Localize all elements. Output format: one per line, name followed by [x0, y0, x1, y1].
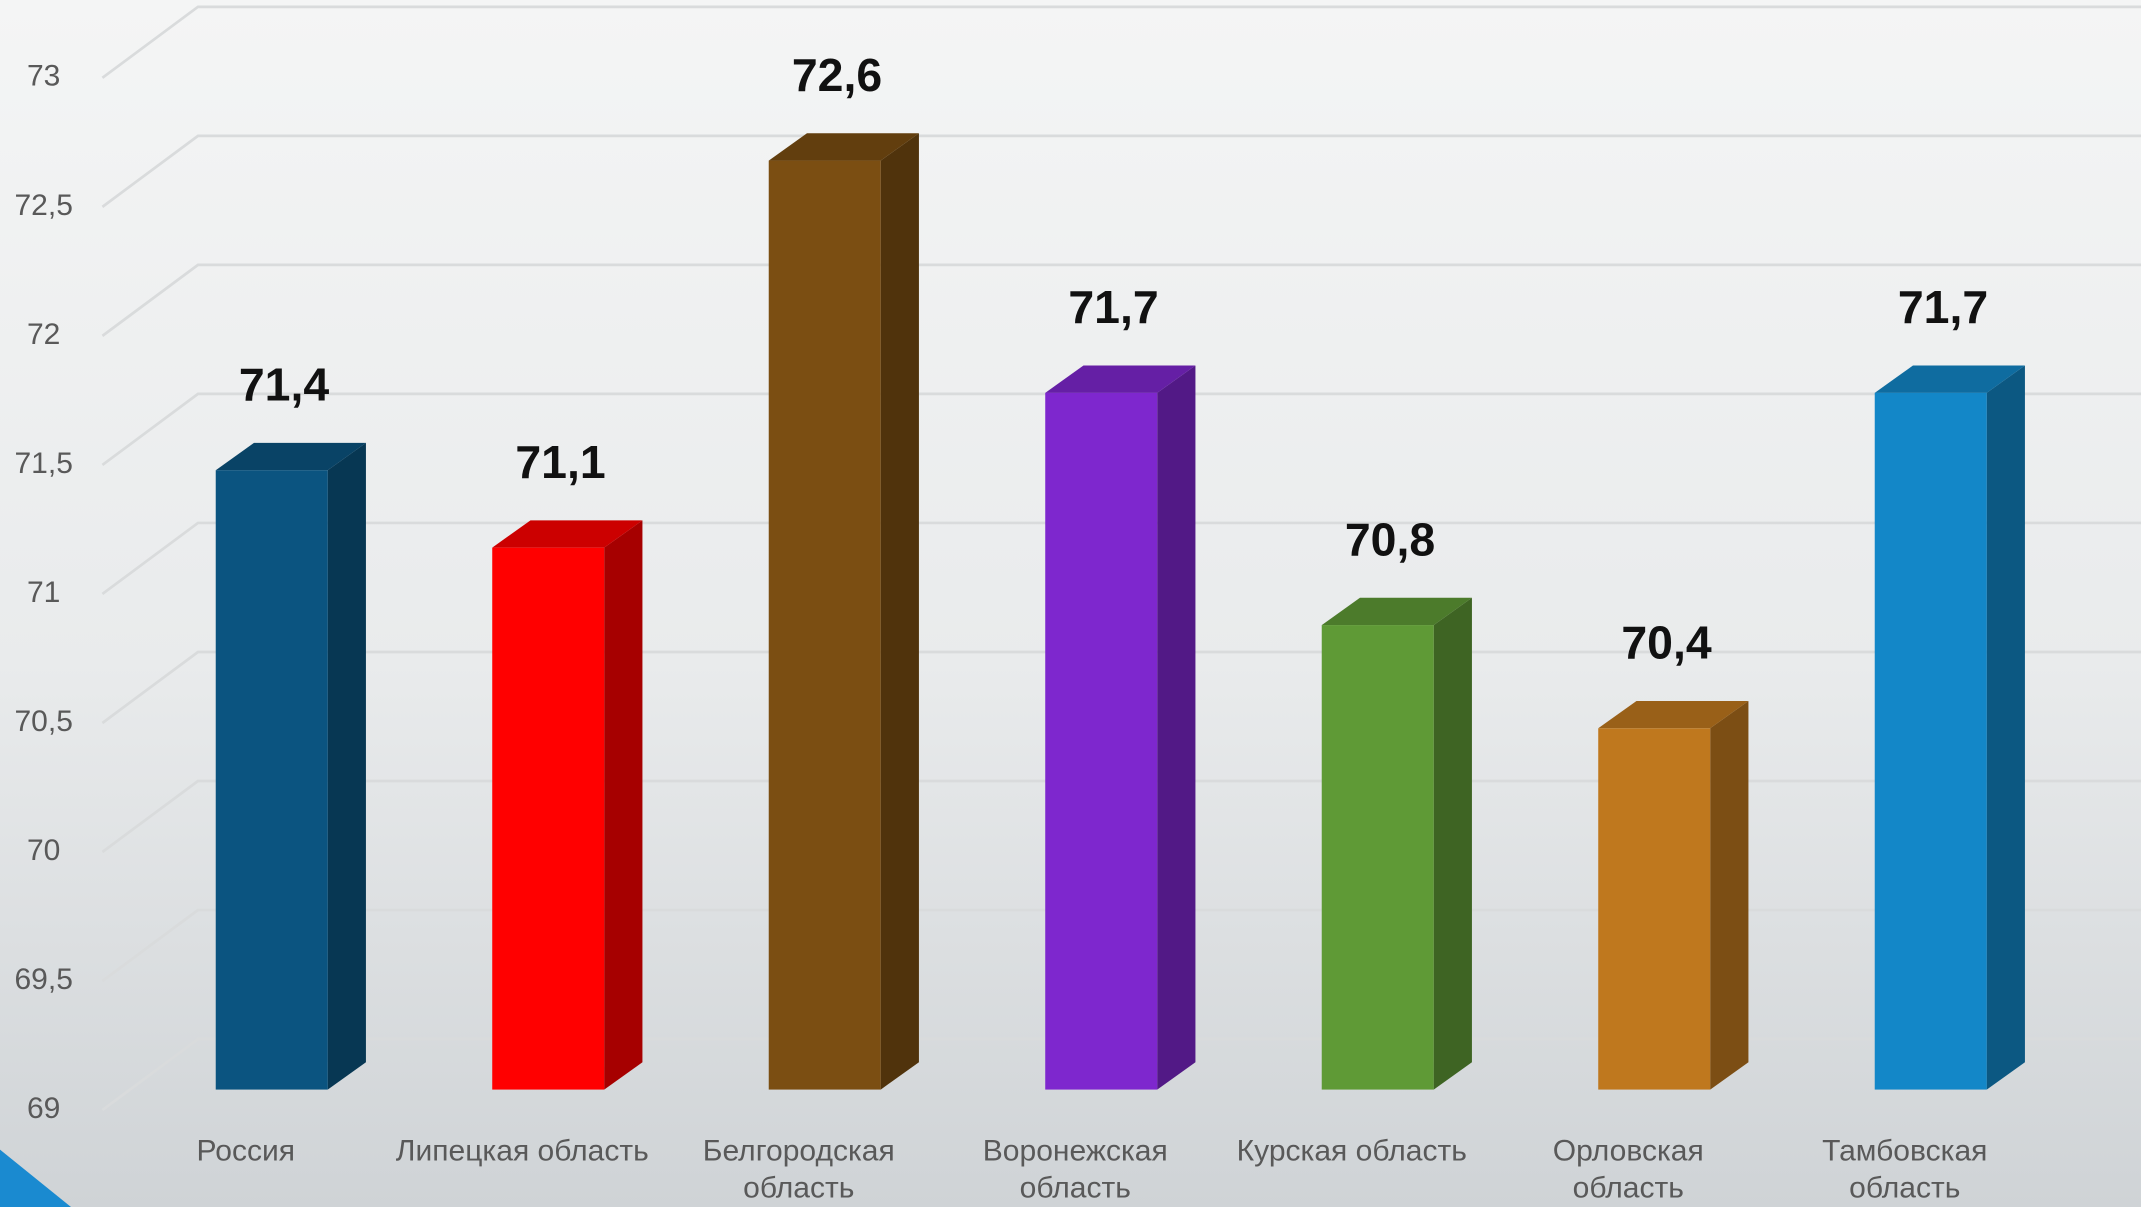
- bar: [768, 133, 919, 1090]
- x-tick-label: Липецкая область: [395, 1133, 649, 1168]
- bar: [492, 520, 643, 1090]
- value-label: 70,8: [1345, 513, 1435, 565]
- bar-top: [1045, 365, 1196, 393]
- value-label: 71,7: [1898, 281, 1988, 333]
- y-tick-label: 69,5: [14, 963, 72, 996]
- bar-front: [768, 160, 881, 1090]
- value-label: 71,4: [239, 359, 330, 411]
- bar: [1598, 700, 1749, 1090]
- y-tick-label: 71,5: [14, 447, 72, 480]
- y-tick-label: 69: [27, 1092, 60, 1125]
- bar: [1874, 365, 2025, 1090]
- grid-line: [101, 134, 2141, 208]
- bar-front: [1598, 728, 1711, 1090]
- bar-side: [1157, 365, 1196, 1090]
- bar-front: [492, 547, 605, 1090]
- bar-side: [327, 442, 366, 1090]
- value-label: 71,7: [1068, 281, 1158, 333]
- bar-side: [1710, 700, 1749, 1090]
- grid-line: [101, 650, 2141, 725]
- bar-top: [1321, 597, 1472, 626]
- grid-line: [101, 908, 2141, 983]
- grid-line: [101, 392, 2141, 467]
- bar: [215, 442, 366, 1090]
- value-label: 71,1: [515, 436, 605, 488]
- bar-front: [1045, 392, 1158, 1090]
- y-tick-label: 72: [27, 318, 60, 351]
- bar-side: [604, 520, 643, 1090]
- x-tick-label: Россия: [196, 1133, 296, 1168]
- grid-line: [101, 1037, 2141, 1112]
- bar: [1045, 365, 1196, 1090]
- y-tick-label: 71: [27, 576, 60, 609]
- grid-line: [101, 779, 2141, 854]
- grid-line: [101, 521, 2141, 596]
- grid-line: [101, 5, 2141, 79]
- x-tick-label: Орловская область: [1552, 1133, 1704, 1205]
- bar-side: [880, 133, 919, 1090]
- bar-top: [1874, 365, 2025, 393]
- x-tick-label: Белгородская область: [702, 1133, 895, 1205]
- grid-line: [101, 263, 2141, 337]
- bar: [1321, 597, 1472, 1090]
- bar-front: [1321, 625, 1434, 1090]
- bar-side: [1986, 365, 2025, 1090]
- y-tick-label: 70,5: [14, 705, 72, 738]
- bar-front: [1874, 392, 1987, 1090]
- y-tick-label: 70: [27, 834, 60, 867]
- bar-top: [768, 133, 919, 161]
- x-tick-label: Курская область: [1236, 1133, 1467, 1168]
- bar-front: [215, 470, 328, 1090]
- x-tick-label: Воронежская область: [982, 1133, 1168, 1205]
- y-tick-label: 73: [27, 60, 60, 93]
- x-tick-label: Тамбовская область: [1822, 1133, 1988, 1205]
- value-label: 72,6: [792, 49, 882, 101]
- bar-side: [1433, 597, 1472, 1090]
- bar-top: [1598, 700, 1749, 729]
- y-tick-label: 72,5: [14, 189, 72, 222]
- value-label: 70,4: [1621, 617, 1712, 669]
- bar-top: [215, 442, 366, 471]
- bar-top: [492, 520, 643, 548]
- corner-decor: [0, 1149, 72, 1207]
